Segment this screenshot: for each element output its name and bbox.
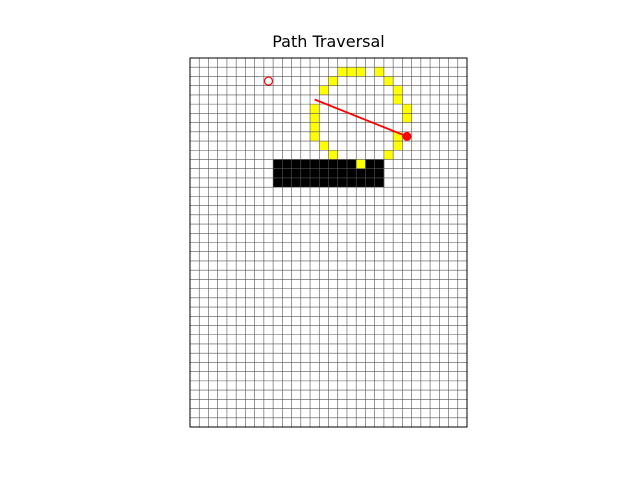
obstacle-cell (273, 177, 283, 188)
page-title: Path Traversal (272, 32, 385, 51)
visited-cell (337, 67, 347, 77)
obstacle-cell (300, 168, 311, 179)
obstacle-cell (291, 177, 302, 188)
obstacle-cell (328, 159, 339, 169)
visited-cell (393, 141, 403, 151)
obstacle-cell (310, 177, 320, 188)
obstacle-cell (319, 168, 329, 179)
visited-cell (393, 85, 403, 95)
visited-cell (310, 113, 320, 123)
obstacle-cell (310, 168, 320, 179)
obstacle-cell (273, 159, 283, 169)
visited-cell (346, 67, 357, 77)
goal-marker (402, 131, 412, 141)
obstacle-cell (365, 159, 375, 169)
obstacle-cell (300, 177, 311, 188)
visited-cell (402, 104, 412, 114)
visited-cell (393, 131, 403, 142)
obstacle-cell (291, 168, 302, 179)
visited-cell (383, 150, 394, 160)
obstacle-cell (365, 177, 375, 188)
visited-cell (328, 76, 338, 86)
visited-cell (356, 159, 366, 169)
obstacle-cell (346, 168, 357, 179)
obstacle-cell (282, 177, 292, 188)
obstacle-cell (374, 168, 385, 179)
obstacle-cell (328, 177, 339, 188)
obstacle-cell (328, 168, 339, 179)
visited-cell (319, 141, 329, 151)
obstacle-cell (319, 159, 329, 169)
obstacle-cell (374, 159, 385, 169)
visited-cell (310, 104, 320, 114)
traversal-path-line (314, 98, 408, 138)
obstacle-cell (282, 159, 292, 169)
visited-cell (393, 94, 403, 105)
obstacle-cell (365, 168, 375, 179)
obstacle-cell (374, 177, 385, 188)
obstacle-cell (282, 168, 292, 179)
obstacle-cell (300, 159, 311, 169)
visited-cell (356, 67, 366, 77)
obstacle-cell (310, 159, 320, 169)
visited-cell (328, 150, 338, 160)
board-frame (189, 57, 468, 428)
obstacle-cell (337, 168, 348, 179)
visited-cell (374, 67, 384, 77)
obstacle-cell (291, 159, 302, 169)
obstacle-cell (346, 177, 357, 188)
visited-cell (310, 131, 320, 142)
visited-cell (383, 76, 394, 86)
obstacle-cell (356, 168, 366, 179)
obstacle-cell (356, 177, 366, 188)
start-marker (263, 76, 274, 86)
visited-cell (310, 122, 320, 132)
visited-cell (402, 113, 412, 123)
obstacle-cell (346, 159, 357, 169)
visited-cell (319, 85, 329, 95)
obstacle-cell (273, 168, 283, 179)
obstacle-cell (319, 177, 329, 188)
obstacle-cell (337, 177, 348, 188)
obstacle-cell (337, 159, 348, 169)
